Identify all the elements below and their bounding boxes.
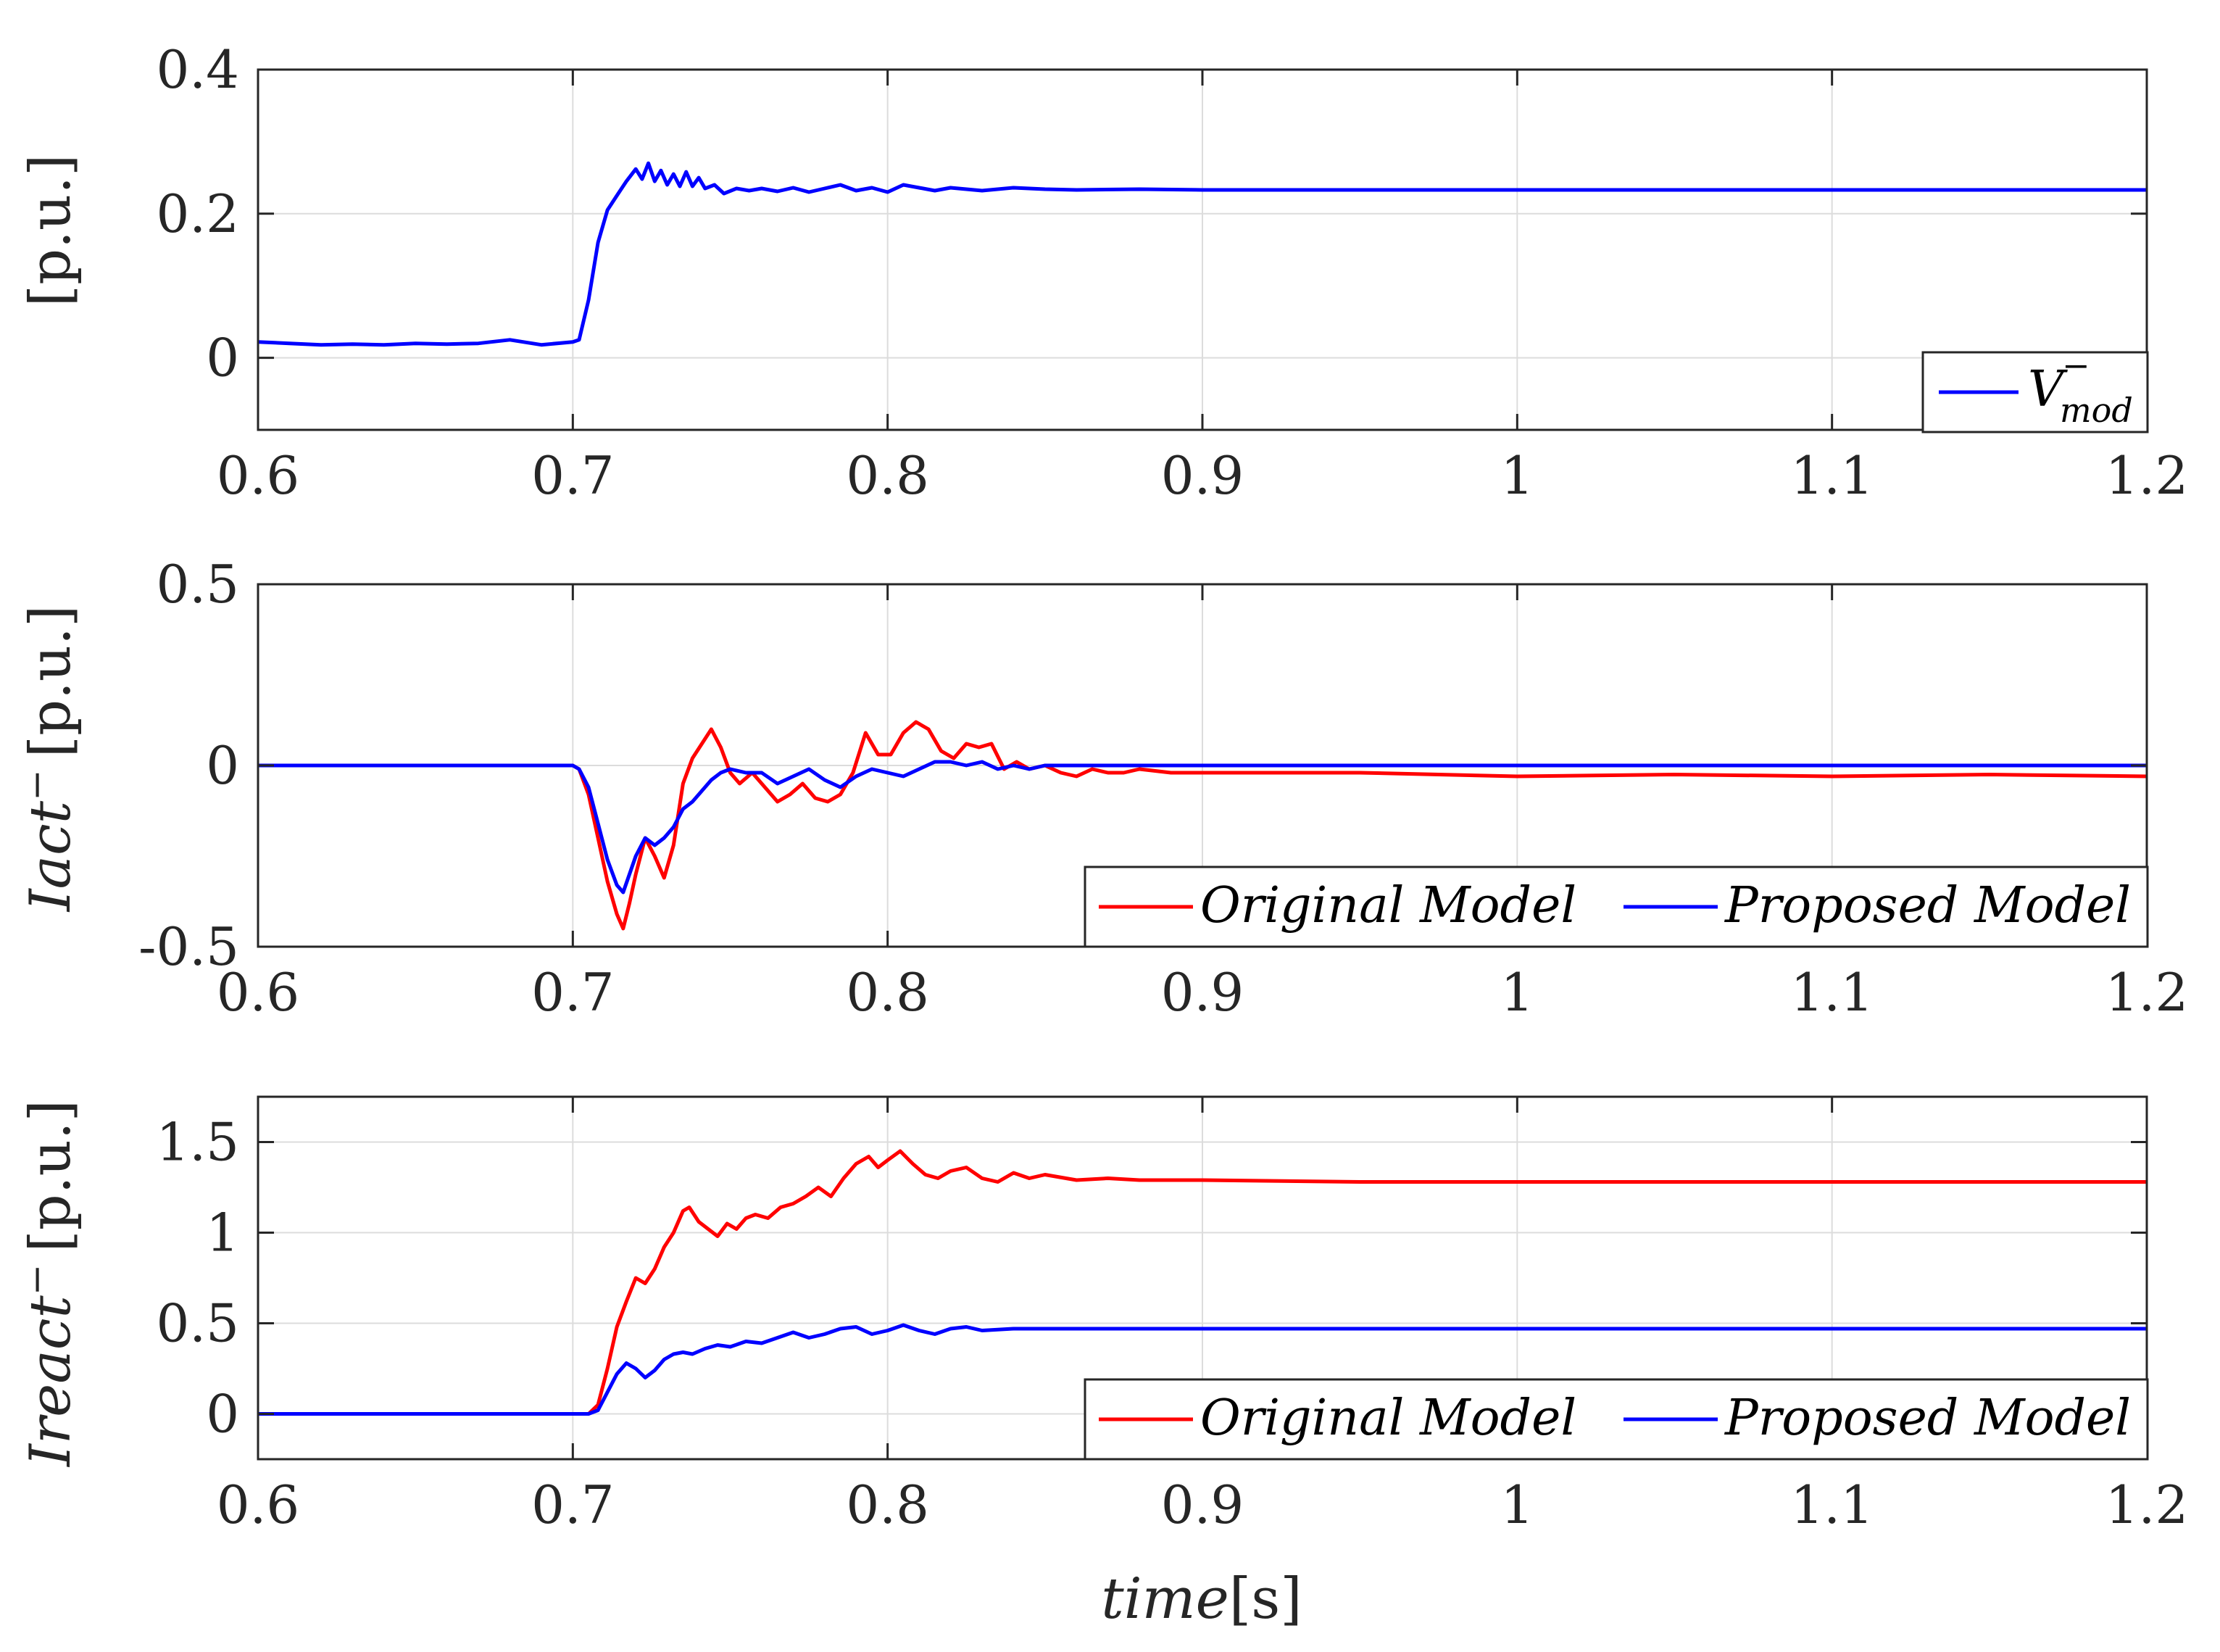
panel-3-y-axis-label-sup: − <box>15 1264 59 1296</box>
panel-1-legend-label-vmod-sub: mod <box>2060 391 2133 430</box>
panel-1-y-tick-labels: 0 0.2 0.4 <box>156 39 239 389</box>
panel-3-series <box>258 1149 2147 1416</box>
panel-3-y-tick-label: 0.5 <box>156 1293 239 1354</box>
panel-2-x-tick-label: 0.9 <box>1161 962 1244 1023</box>
panel-3-y-axis-label: Ireact− [p.u.] <box>15 1100 83 1468</box>
panel-1-legend: V − mod <box>1921 346 2149 433</box>
panel-1-x-tick-label: 1 <box>1500 445 1534 506</box>
panel-1-x-tick-label: 0.7 <box>531 445 615 506</box>
panel-2-series <box>258 720 2147 931</box>
panel-3-y-tick-label: 1 <box>206 1203 239 1263</box>
panel-1-y-tick-label: 0 <box>206 328 239 389</box>
panel-3-legend-label-proposed: Proposed Model <box>1724 1390 2131 1447</box>
panel-3-x-tick-label: 0.6 <box>217 1474 300 1535</box>
panel-2-y-tick-label: 0.5 <box>156 554 239 615</box>
panel-2-y-tick-labels: -0.5 0 0.5 <box>138 554 239 977</box>
panel-1-x-tick-label: 0.8 <box>846 445 929 506</box>
panel-2-x-tick-label: 1.1 <box>1790 962 1874 1023</box>
x-axis-label-name: time <box>1101 1566 1229 1632</box>
panel-2-y-tick-label: 0 <box>206 735 239 796</box>
panel-3-legend: Original Model Proposed Model <box>1084 1378 2149 1461</box>
panel-3-y-tick-labels: 0 0.5 1 1.5 <box>156 1112 239 1445</box>
panel-2: 0.6 0.7 0.8 0.9 1 1.1 1.2 -0.5 0 0.5 Iact− [p.u.]… <box>15 554 2188 1023</box>
panel-1-legend-label-vmod: V <box>2028 361 2068 418</box>
panel-2-legend-label-original: Original Model <box>1200 877 1576 934</box>
panel-2-x-tick-label: 1.2 <box>2105 962 2189 1023</box>
x-axis-label-unit: [s] <box>1229 1566 1302 1632</box>
panel-3-x-tick-label: 1 <box>1500 1474 1534 1535</box>
x-axis-label: time[s] <box>1101 1566 1302 1632</box>
panel-3-x-tick-label: 0.7 <box>531 1474 615 1535</box>
panel-1-series-v-mod <box>258 161 2147 347</box>
panel-2-legend-box <box>1084 866 2149 948</box>
panel-1-x-tick-label: 0.6 <box>217 445 300 506</box>
panel-3-x-tick-label: 1.1 <box>1790 1474 1874 1535</box>
panel-3-y-tick-label: 1.5 <box>156 1112 239 1173</box>
panel-1-x-tick-label: 1.2 <box>2105 445 2189 506</box>
panel-3-x-tick-label: 0.8 <box>846 1474 929 1535</box>
panel-1: 0.6 0.7 0.8 0.9 1 1.1 1.2 0 0.2 0.4 [p.u.] V − m… <box>18 39 2188 506</box>
panel-3-y-tick-label: 0 <box>206 1384 239 1445</box>
panel-3-legend-label-original: Original Model <box>1200 1390 1576 1447</box>
panel-1-y-axis-label: [p.u.] <box>18 154 83 307</box>
svg-text:Ireact−[p.u.]: Ireact− [p.u.] <box>15 1100 83 1468</box>
panel-3-x-tick-label: 0.9 <box>1161 1474 1244 1535</box>
panel-3-x-tick-label: 1.2 <box>2105 1474 2189 1535</box>
panel-3-y-axis-label-unit: [p.u.] <box>18 1100 83 1253</box>
panel-2-x-tick-label: 0.6 <box>217 962 300 1023</box>
panel-2-y-axis-label: Iact− [p.u.] <box>15 605 83 913</box>
panel-1-legend-label-vmod-sup: − <box>2062 346 2090 385</box>
panel-3: 0.6 0.7 0.8 0.9 1 1.1 1.2 0 0.5 1 1.5 Ireact− [p.u… <box>15 1095 2189 1632</box>
panel-1-y-tick-label: 0.2 <box>156 183 239 244</box>
panel-2-x-tick-label: 0.7 <box>531 962 615 1023</box>
panel-3-series-original-model <box>258 1149 2147 1416</box>
panel-3-series-proposed-model <box>258 1323 2147 1416</box>
panel-2-y-tick-label: -0.5 <box>138 916 239 977</box>
panel-1-x-tick-labels: 0.6 0.7 0.8 0.9 1 1.1 1.2 <box>217 445 2189 506</box>
panel-2-y-axis-label-unit: [p.u.] <box>18 605 83 758</box>
svg-text:Iact−[p.u.]: Iact− [p.u.] <box>15 605 83 913</box>
panel-2-x-tick-label: 0.8 <box>846 962 929 1023</box>
panel-2-x-tick-label: 1 <box>1500 962 1534 1023</box>
panel-1-x-tick-label: 1.1 <box>1790 445 1874 506</box>
panel-2-legend-label-proposed: Proposed Model <box>1724 877 2131 934</box>
panel-2-legend: Original Model Proposed Model <box>1084 866 2149 948</box>
panel-1-x-tick-label: 0.9 <box>1161 445 1244 506</box>
panel-3-x-tick-labels: 0.6 0.7 0.8 0.9 1 1.1 1.2 <box>217 1474 2189 1535</box>
panel-1-series <box>258 161 2147 347</box>
panel-2-series-proposed-model <box>258 760 2147 895</box>
panel-1-y-tick-label: 0.4 <box>156 39 239 100</box>
panel-2-y-axis-label-sup: − <box>15 769 59 801</box>
panel-3-legend-box <box>1084 1378 2149 1461</box>
panel-2-x-tick-labels: 0.6 0.7 0.8 0.9 1 1.1 1.2 <box>217 962 2189 1023</box>
panel-3-y-axis-label-name: Ireact <box>18 1295 83 1468</box>
panel-2-y-axis-label-name: Iact <box>18 800 83 913</box>
